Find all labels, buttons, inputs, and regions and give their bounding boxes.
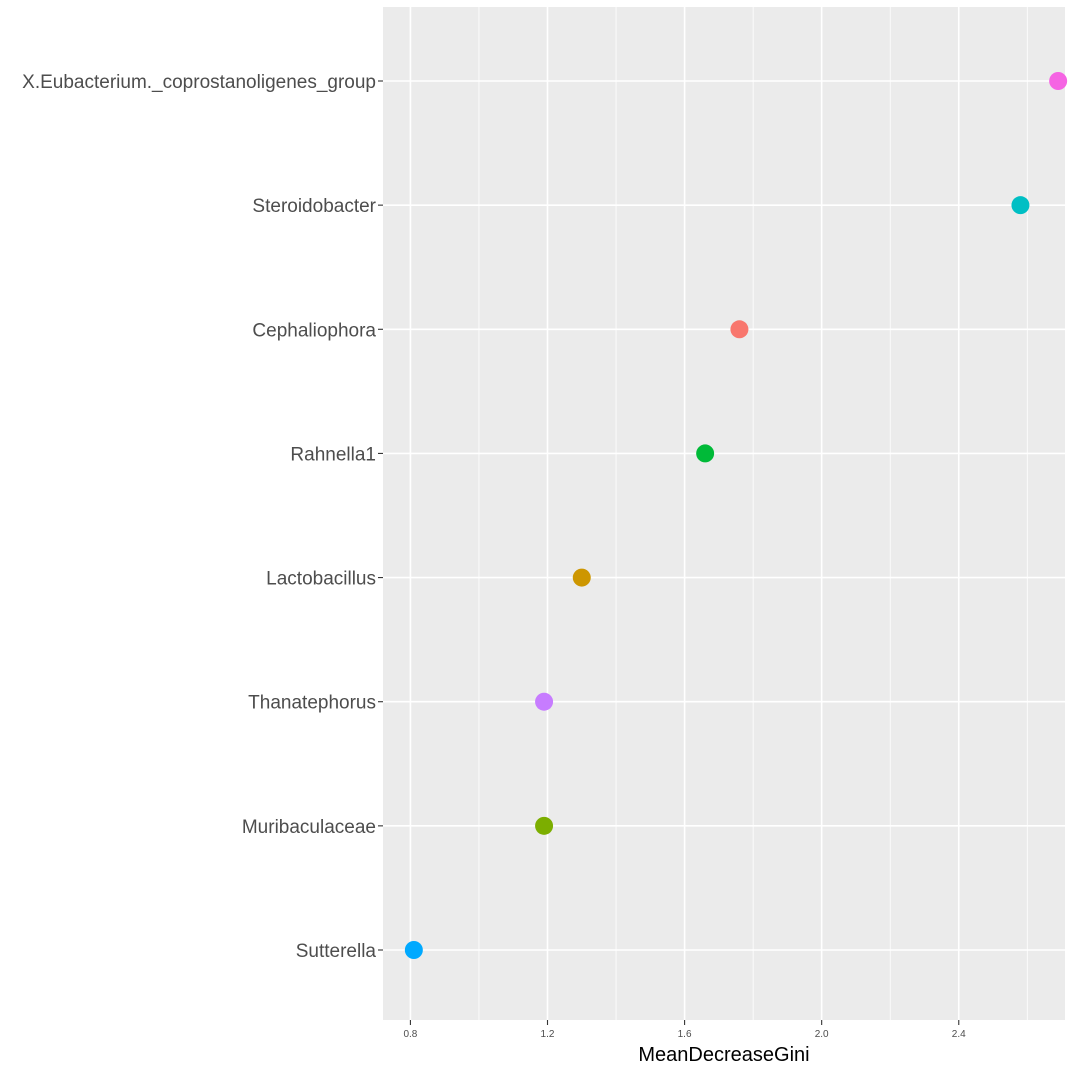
data-points [404, 72, 1068, 959]
x-axis-title: MeanDecreaseGini [638, 1044, 809, 1066]
x-tick-label: 2.0 [815, 1029, 829, 1040]
y-category-label: Thanatephorus [248, 693, 376, 714]
data-point [535, 816, 554, 835]
y-category-label: X.Eubacterium._coprostanoligenes_group [22, 72, 376, 93]
data-point [535, 692, 554, 711]
x-tick-label: 0.8 [403, 1029, 417, 1040]
y-category-label: Lactobacillus [266, 569, 376, 590]
y-category-label: Steroidobacter [252, 196, 376, 217]
y-category-label: Muribaculaceae [242, 817, 376, 838]
data-point [696, 444, 715, 463]
x-tick-label: 2.4 [952, 1029, 966, 1040]
x-axis: 0.8 1.2 1.6 2.0 2.4 [403, 1020, 966, 1040]
y-category-label: Cephaliophora [252, 320, 376, 341]
minor-gridlines [478, 7, 1028, 1020]
y-category-label: Rahnella1 [290, 444, 376, 465]
major-gridlines [383, 7, 1065, 1020]
x-tick-label: 1.6 [678, 1029, 692, 1040]
y-axis: X.Eubacterium._coprostanoligenes_group St… [22, 72, 383, 962]
panel-background [383, 7, 1065, 1020]
data-point [1011, 196, 1030, 215]
data-point [730, 320, 749, 339]
data-point [1049, 72, 1068, 90]
data-point [404, 941, 423, 959]
x-tick-label: 1.2 [541, 1029, 555, 1040]
data-point [572, 568, 591, 587]
y-category-label: Sutterella [296, 941, 377, 962]
